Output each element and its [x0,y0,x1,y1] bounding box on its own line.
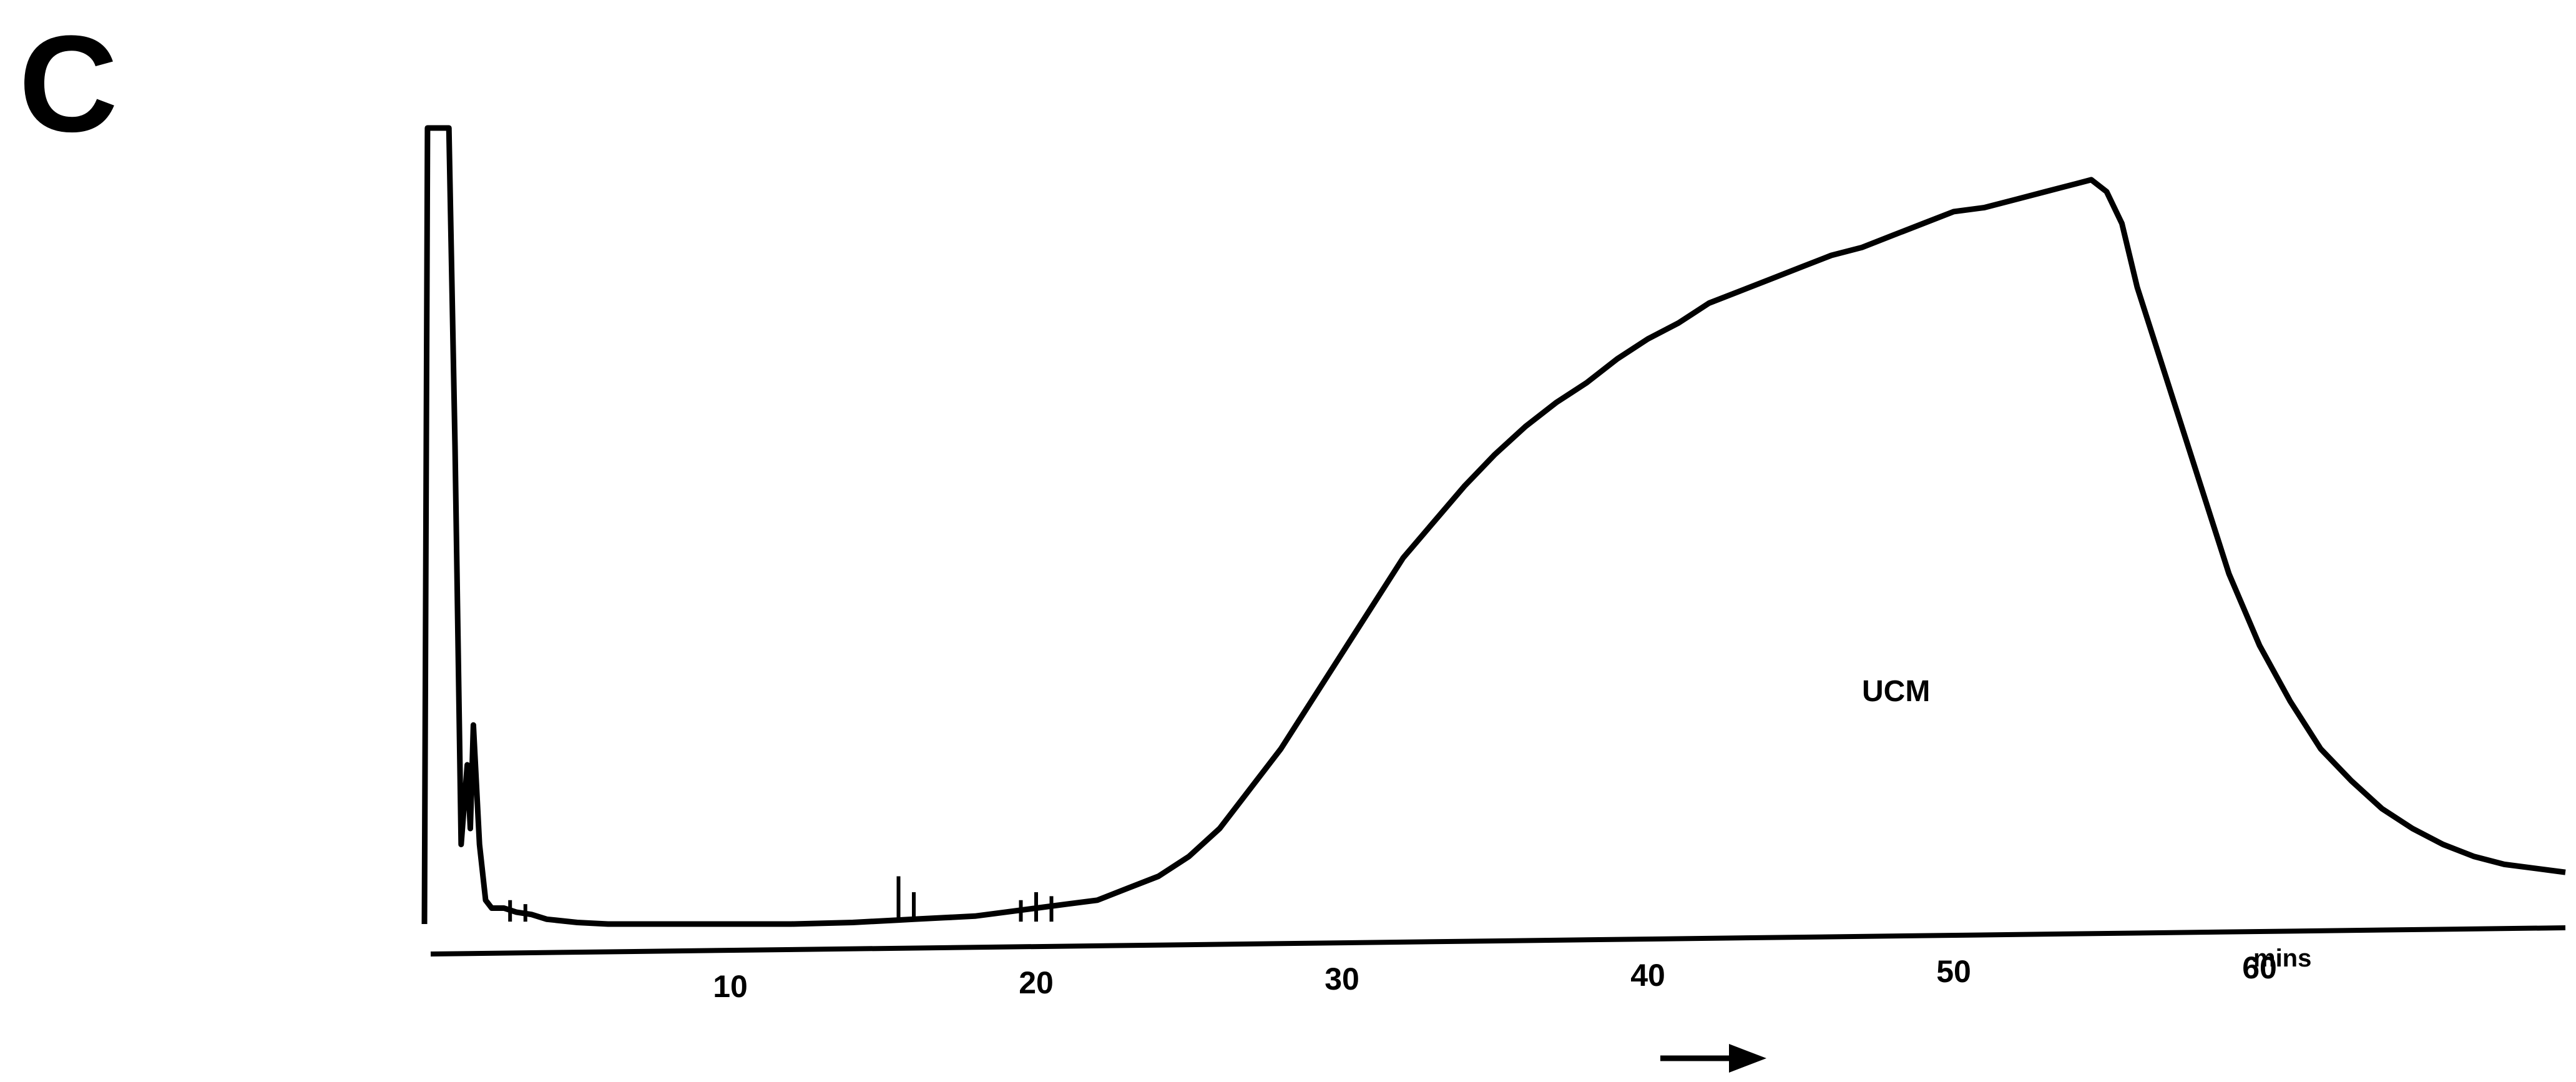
x-tick-label-2: 30 [1325,962,1359,996]
x-tick-label-4: 50 [1936,954,1971,989]
x-tick-labels: 10 20 30 40 50 60 [713,950,2277,1004]
trace-layer [421,125,2566,927]
x-unit-label: mins [2253,945,2311,972]
chromatogram-trace-0 [421,125,2566,927]
x-axis-line [430,925,2566,957]
x-tick-label-0: 10 [713,969,748,1004]
direction-arrow [1660,1044,1766,1073]
x-tick-label-3: 40 [1630,958,1665,993]
x-tick-label-1: 20 [1019,965,1054,1000]
x-tick-label-5: 60 [2242,950,2277,985]
ucm-annotation: UCM [1862,675,1930,708]
panel-label: C [19,7,118,160]
